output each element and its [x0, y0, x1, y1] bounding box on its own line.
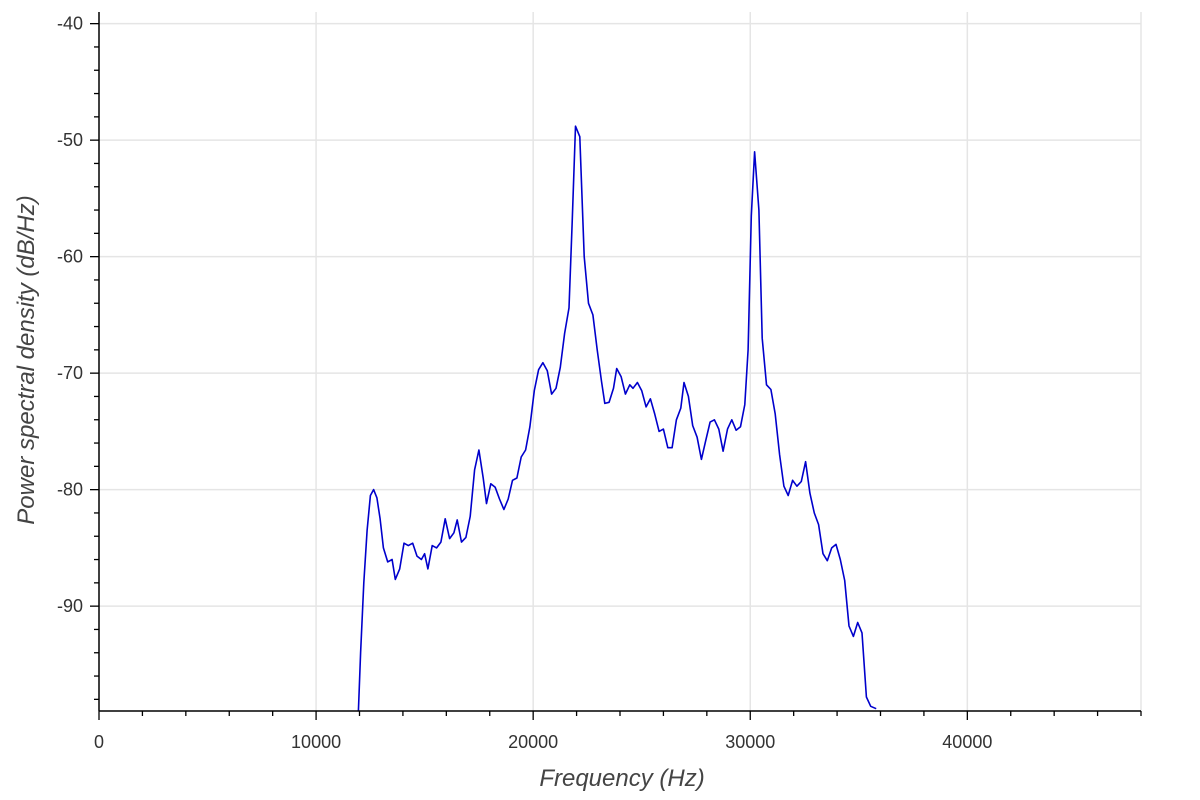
grid: [99, 12, 1142, 711]
series-line-0: [357, 125, 877, 711]
x-tick-label: 40000: [942, 732, 992, 752]
y-tick-label: -70: [57, 363, 83, 383]
x-tick-label: 30000: [725, 732, 775, 752]
y-tick-label: -50: [57, 130, 83, 150]
y-tick-label: -60: [57, 247, 83, 267]
y-tick-label: -90: [57, 596, 83, 616]
y-axis-label: Power spectral density (dB/Hz): [13, 195, 40, 524]
x-axis-ticks: 0 10000 20000 30000 40000: [94, 711, 1142, 752]
x-tick-label: 20000: [508, 732, 558, 752]
x-axis-label: Frequency (Hz): [539, 765, 704, 792]
x-tick-label: 10000: [291, 732, 341, 752]
y-axis-ticks: -90 -80 -70 -60 -50 -40: [57, 14, 99, 700]
y-tick-label: -40: [57, 14, 83, 34]
x-tick-label: 0: [94, 732, 104, 752]
psd-series: [357, 125, 877, 711]
y-tick-label: -80: [57, 480, 83, 500]
